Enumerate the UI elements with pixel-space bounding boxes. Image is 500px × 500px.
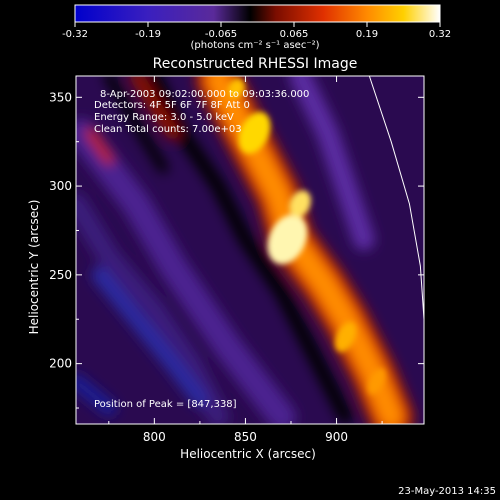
colorbar-tick-label: 0.32 xyxy=(429,29,451,40)
axes: 800 850 900 200 250 300 350 xyxy=(49,76,424,444)
emission-core xyxy=(335,322,357,352)
emission-band xyxy=(85,127,114,165)
colorbar-tick-label: 0.19 xyxy=(356,29,378,40)
info-box: 8-Apr-2003 09:02:00.000 to 09:03:36.000 … xyxy=(94,89,309,135)
emission-band xyxy=(91,266,208,408)
y-tick-label: 250 xyxy=(49,268,72,282)
emission-band xyxy=(147,76,353,424)
emission-band xyxy=(289,76,375,251)
y-axis-label: Heliocentric Y (arcsec) xyxy=(27,200,41,335)
chart-title: Reconstructed RHESSI Image xyxy=(153,56,358,72)
plot-frame xyxy=(75,75,425,425)
info-line-time: 8-Apr-2003 09:02:00.000 to 09:03:36.000 xyxy=(100,89,309,100)
emission-core xyxy=(267,214,308,265)
y-tick-label: 300 xyxy=(49,179,72,193)
colorbar-unit-label: (photons cm⁻² s⁻¹ asec⁻²) xyxy=(190,40,319,51)
emission-core xyxy=(238,112,271,154)
info-line-counts: Clean Total counts: 7.00e+03 xyxy=(94,124,242,135)
emission-core xyxy=(227,78,245,99)
emission-band xyxy=(129,76,180,140)
emission-band xyxy=(76,118,296,424)
heatmap-image xyxy=(76,76,424,424)
y-tick-label: 200 xyxy=(49,357,72,371)
x-tick-label: 900 xyxy=(325,430,348,444)
footer-date: 23-May-2013 14:35 xyxy=(398,486,496,497)
info-line-detectors: Detectors: 4F 5F 6F 7F 8F Att 0 xyxy=(94,100,250,111)
colorbar-ticks: -0.32 -0.19 -0.065 0.065 0.19 0.32 xyxy=(62,22,451,40)
colorbar-tick-label: 0.065 xyxy=(280,29,309,40)
emission-band xyxy=(103,76,169,174)
emission-core xyxy=(367,368,386,395)
colorbar xyxy=(74,4,441,23)
colorbar-tick-label: -0.065 xyxy=(205,29,237,40)
peak-position-label: Position of Peak = [847,338] xyxy=(94,399,237,410)
emission-core xyxy=(289,190,311,218)
emission-band xyxy=(76,373,117,417)
y-tick-label: 350 xyxy=(49,90,72,104)
x-tick-label: 850 xyxy=(234,430,257,444)
solar-limb xyxy=(368,76,424,327)
colorbar-tick-label: -0.19 xyxy=(135,29,161,40)
x-axis-label: Heliocentric X (arcsec) xyxy=(180,447,316,461)
colorbar-tick-label: -0.32 xyxy=(62,29,88,40)
info-line-energy: Energy Range: 3.0 - 5.0 keV xyxy=(94,112,234,123)
x-tick-label: 800 xyxy=(143,430,166,444)
emission-band xyxy=(76,192,230,424)
